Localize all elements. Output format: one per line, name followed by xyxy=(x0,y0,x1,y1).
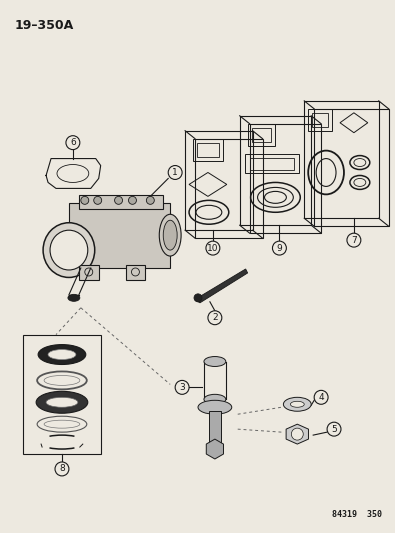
Text: 8: 8 xyxy=(59,464,65,473)
Bar xyxy=(252,128,271,142)
Text: 5: 5 xyxy=(331,425,337,434)
Bar xyxy=(245,154,299,173)
Circle shape xyxy=(327,422,341,436)
Ellipse shape xyxy=(46,397,78,407)
Bar xyxy=(250,158,294,169)
Text: 10: 10 xyxy=(207,244,219,253)
Polygon shape xyxy=(286,424,308,444)
Ellipse shape xyxy=(159,214,181,256)
Ellipse shape xyxy=(290,401,304,407)
Circle shape xyxy=(206,241,220,255)
Circle shape xyxy=(314,390,328,404)
Ellipse shape xyxy=(198,400,232,414)
Text: 3: 3 xyxy=(179,383,185,392)
Circle shape xyxy=(292,428,303,440)
Ellipse shape xyxy=(38,345,86,365)
Bar xyxy=(197,143,219,157)
Ellipse shape xyxy=(163,220,177,250)
Circle shape xyxy=(55,462,69,476)
Bar xyxy=(69,203,170,268)
Ellipse shape xyxy=(36,391,88,413)
Bar xyxy=(126,265,145,280)
Bar xyxy=(209,411,221,446)
Circle shape xyxy=(115,196,122,204)
Ellipse shape xyxy=(204,357,226,367)
Circle shape xyxy=(273,241,286,255)
Circle shape xyxy=(168,166,182,180)
Bar xyxy=(308,109,332,131)
Circle shape xyxy=(147,196,154,204)
Ellipse shape xyxy=(204,394,226,404)
Circle shape xyxy=(208,311,222,325)
Circle shape xyxy=(128,196,136,204)
Bar xyxy=(79,196,163,209)
Circle shape xyxy=(66,136,80,150)
Bar xyxy=(79,265,99,280)
Ellipse shape xyxy=(43,223,95,278)
Ellipse shape xyxy=(283,397,311,411)
Bar xyxy=(312,113,328,127)
Text: 6: 6 xyxy=(70,138,76,147)
Text: 7: 7 xyxy=(351,236,357,245)
Polygon shape xyxy=(206,439,224,459)
Text: 84319  350: 84319 350 xyxy=(332,510,382,519)
Circle shape xyxy=(175,381,189,394)
Ellipse shape xyxy=(50,230,88,270)
Bar xyxy=(248,124,275,146)
Polygon shape xyxy=(195,269,248,303)
Bar xyxy=(193,139,223,160)
Ellipse shape xyxy=(48,350,76,360)
Circle shape xyxy=(347,233,361,247)
Bar xyxy=(23,335,101,454)
Text: 9: 9 xyxy=(276,244,282,253)
Circle shape xyxy=(94,196,102,204)
Text: 19–350A: 19–350A xyxy=(14,19,73,33)
Circle shape xyxy=(81,196,89,204)
Text: 4: 4 xyxy=(318,393,324,402)
Text: 1: 1 xyxy=(172,168,178,177)
Ellipse shape xyxy=(68,294,80,301)
Text: 2: 2 xyxy=(212,313,218,322)
Circle shape xyxy=(194,294,202,302)
